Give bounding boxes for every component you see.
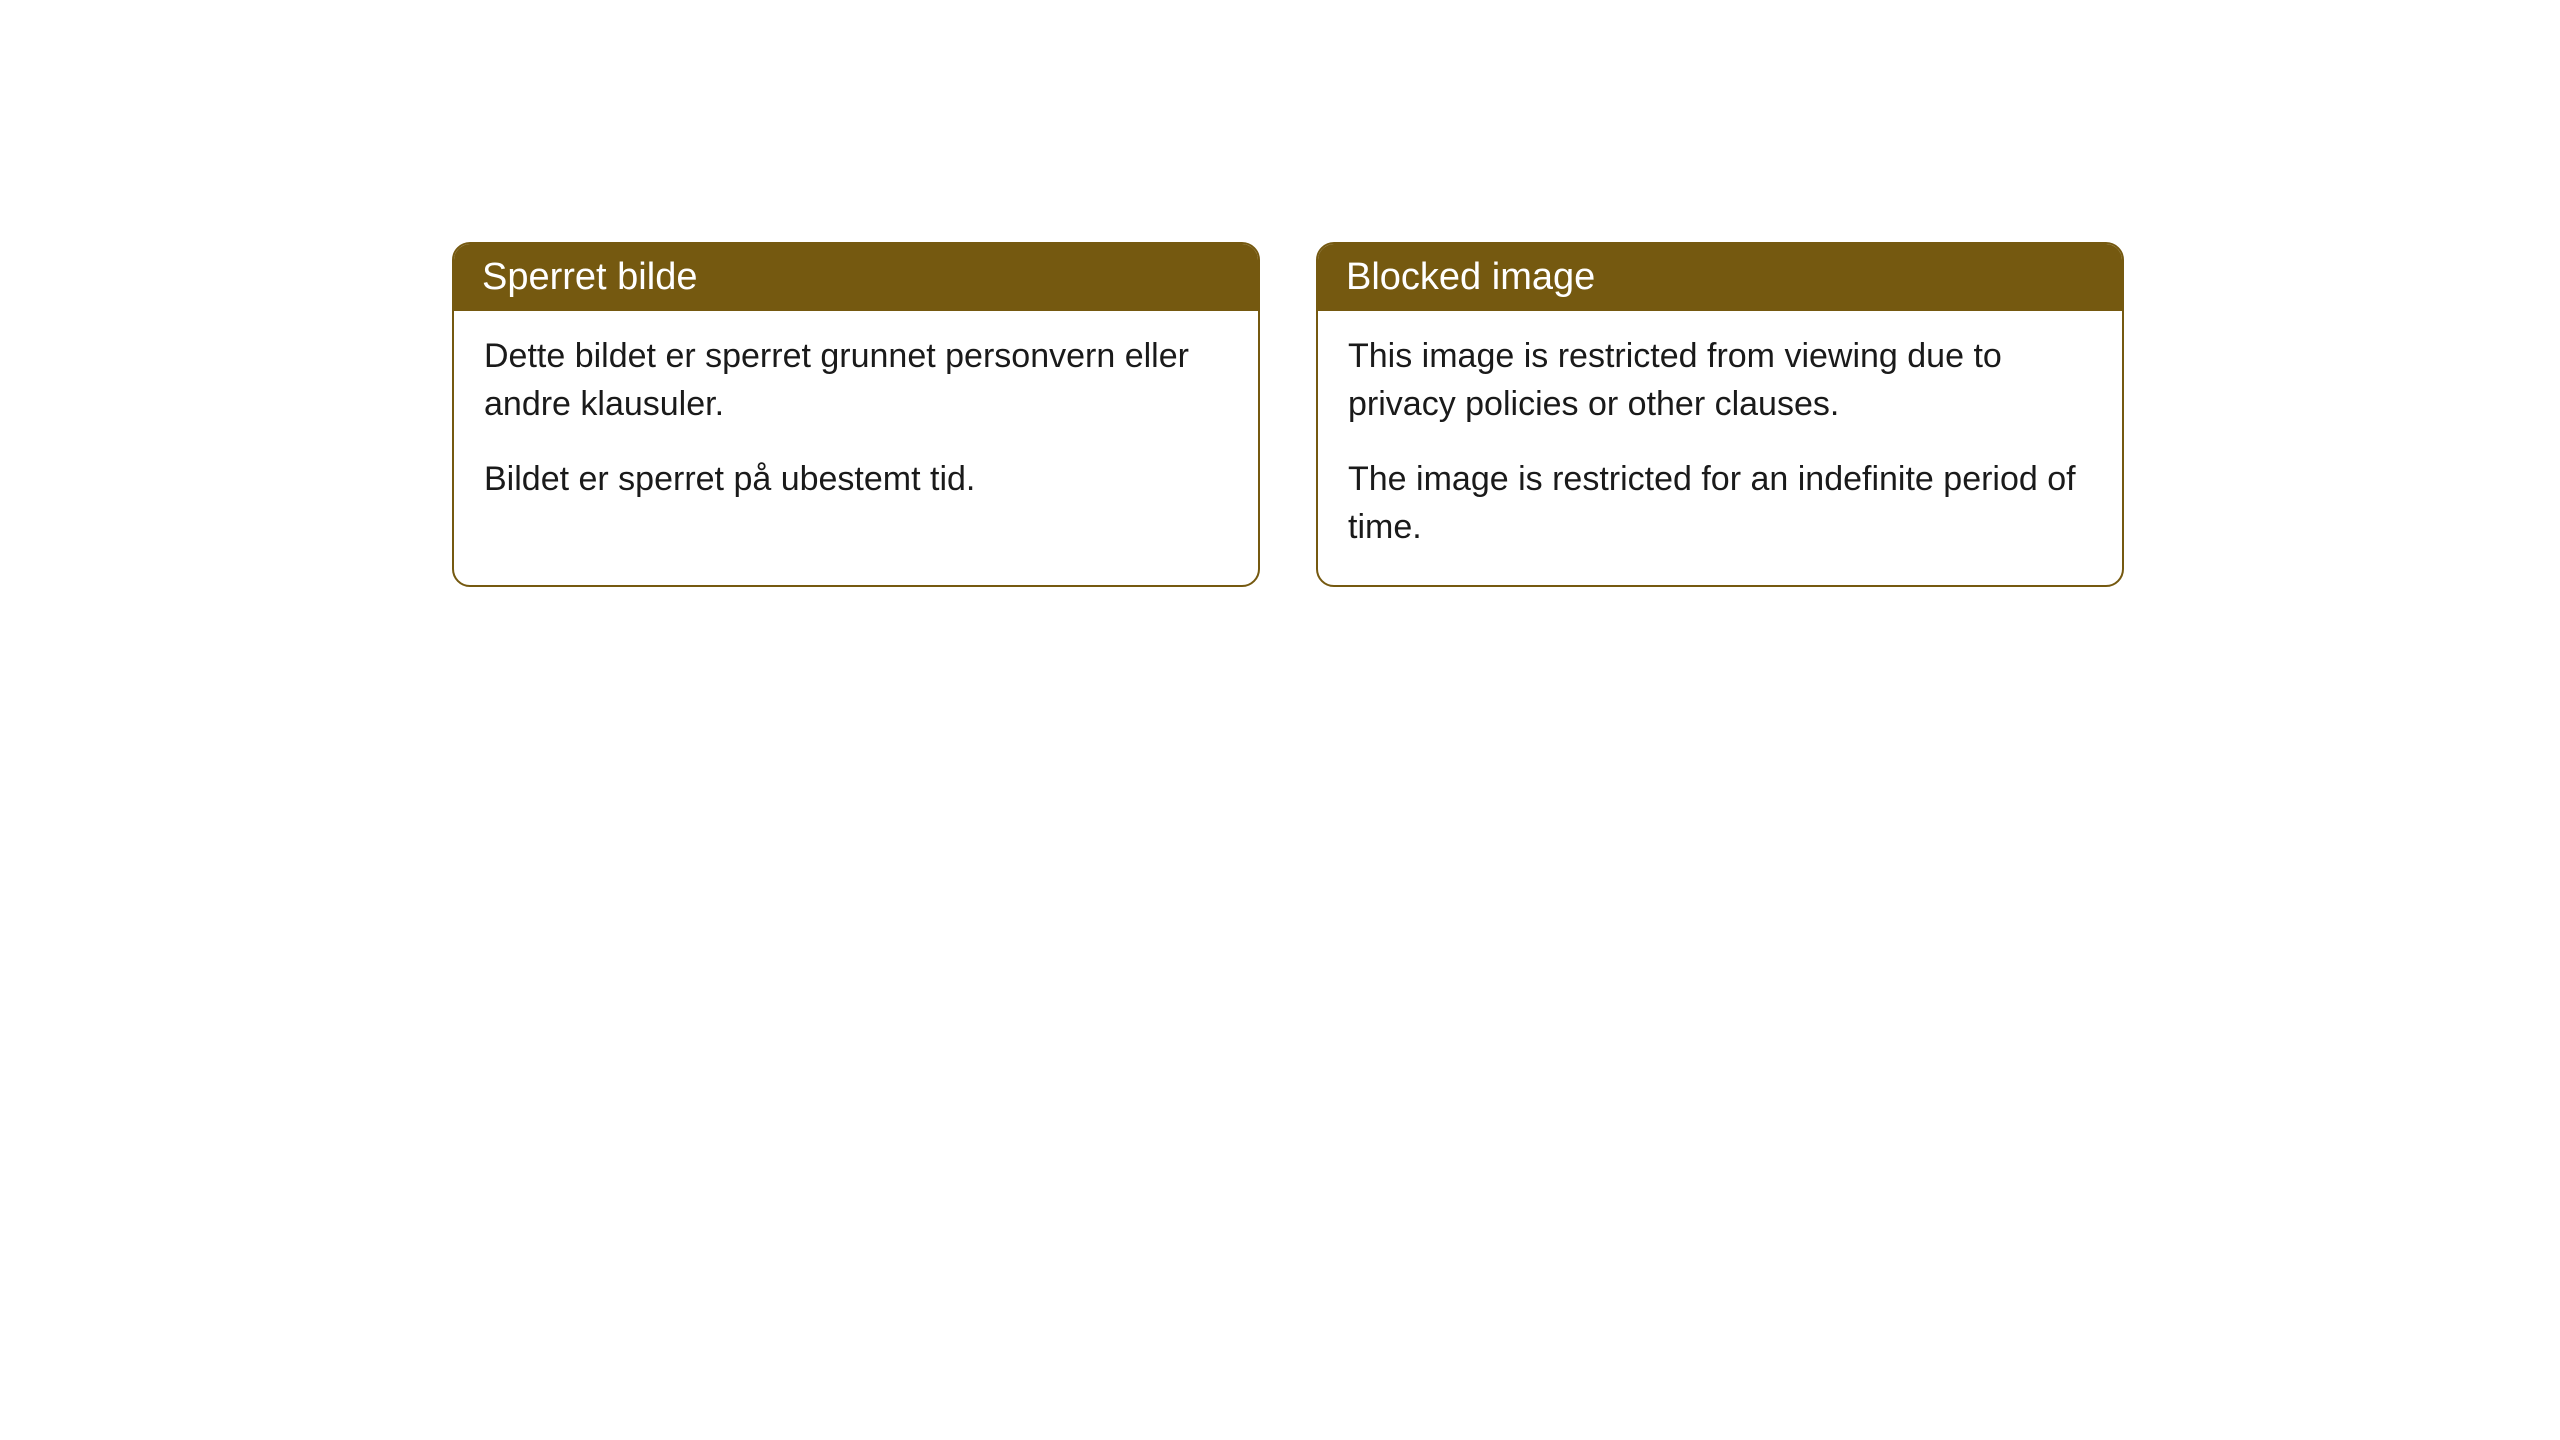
card-text-no-2: Bildet er sperret på ubestemt tid. xyxy=(484,456,1228,504)
card-text-no-1: Dette bildet er sperret grunnet personve… xyxy=(484,333,1228,428)
blocked-image-card-en: Blocked image This image is restricted f… xyxy=(1316,242,2124,587)
card-header-no: Sperret bilde xyxy=(454,244,1258,311)
card-body-no: Dette bildet er sperret grunnet personve… xyxy=(454,311,1258,538)
notice-cards-container: Sperret bilde Dette bildet er sperret gr… xyxy=(452,242,2124,587)
card-text-en-2: The image is restricted for an indefinit… xyxy=(1348,456,2092,551)
card-text-en-1: This image is restricted from viewing du… xyxy=(1348,333,2092,428)
card-header-en: Blocked image xyxy=(1318,244,2122,311)
blocked-image-card-no: Sperret bilde Dette bildet er sperret gr… xyxy=(452,242,1260,587)
card-body-en: This image is restricted from viewing du… xyxy=(1318,311,2122,585)
